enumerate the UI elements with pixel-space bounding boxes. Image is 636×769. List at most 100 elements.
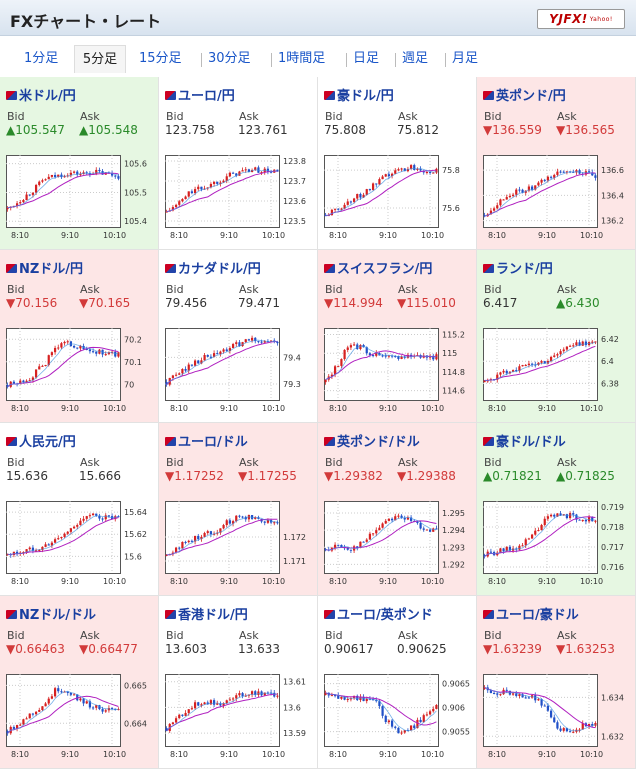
chart-grid: 米ドル/円 Bid ▲105.547 Ask ▲105.548 105.6 105.5 105… <box>0 77 636 769</box>
candle-body <box>193 702 197 709</box>
candle-body <box>540 524 543 531</box>
pair-name-link[interactable]: 人民元/円 <box>6 431 76 450</box>
pair-name-link[interactable]: カナダドル/円 <box>165 258 261 277</box>
tab-5[interactable]: 日足 <box>353 51 380 66</box>
pair-card[interactable]: 香港ドル/円 Bid 13.603 Ask 13.633 13.61 13.6 13.59 8:… <box>159 596 318 769</box>
x-tick-label: 10:10 <box>103 404 126 413</box>
pair-card[interactable]: 豪ドル/円 Bid 75.808 Ask 75.812 75.8 75.6 8:10 9:10 1… <box>318 77 477 250</box>
bid-value: ▼1.63239 <box>483 642 542 656</box>
candle-body <box>413 165 416 170</box>
candle-body <box>578 729 581 731</box>
timeframe-tabs: 1分足 5分足 15分足 30分足 1時間足 日足 週足 月足 <box>0 45 636 73</box>
yjfx-logo[interactable]: YJFX! Yahoo! <box>537 9 625 29</box>
tab-3[interactable]: 30分足 <box>208 51 251 66</box>
pair-name-link[interactable]: スイスフラン/円 <box>324 258 432 277</box>
candle-body <box>244 169 247 171</box>
pair-name-link[interactable]: 英ポンド/円 <box>483 85 566 104</box>
pair-name-link[interactable]: ユーロ/英ポンド <box>324 604 433 623</box>
candle-body <box>409 517 413 521</box>
pair-name-link[interactable]: NZドル/ドル <box>6 604 96 623</box>
candle-body <box>231 521 235 524</box>
pair-name-link[interactable]: 英ポンド/ドル <box>324 431 420 450</box>
pair-card[interactable]: ユーロ/円 Bid 123.758 Ask 123.761 123.8 123.7 123.6… <box>159 77 318 250</box>
candle-body <box>76 347 79 349</box>
candle-body <box>209 531 213 535</box>
candle-body <box>203 533 206 537</box>
pair-card[interactable]: スイスフラン/円 Bid ▼114.994 Ask ▼115.010 115.2 115 11… <box>318 250 477 423</box>
x-tick-label: 10:10 <box>103 231 126 240</box>
pair-name-link[interactable]: ランド/円 <box>483 258 553 277</box>
tab-0[interactable]: 1分足 <box>24 51 59 66</box>
pair-name-link[interactable]: 豪ドル/ドル <box>483 431 566 450</box>
tab-1[interactable]: 5分足 <box>74 45 126 73</box>
candle-body <box>387 174 391 177</box>
y-tick-label: 1.172 <box>283 533 306 542</box>
candle-body <box>228 699 232 701</box>
tab-2[interactable]: 15分足 <box>139 51 182 66</box>
candle-body <box>591 724 594 726</box>
x-tick-label: 8:10 <box>329 750 347 759</box>
pair-name-link[interactable]: ユーロ/ドル <box>165 431 248 450</box>
candle-body <box>394 726 397 728</box>
pair-card[interactable]: ユーロ/豪ドル Bid ▼1.63239 Ask ▼1.63253 1.634 1.632 8… <box>477 596 636 769</box>
x-tick-label: 9:10 <box>61 750 79 759</box>
tab-6[interactable]: 週足 <box>402 51 429 66</box>
ask-label: Ask <box>239 283 259 296</box>
pair-name-text: NZドル/ドル <box>19 608 97 623</box>
moving-average-long <box>166 341 278 385</box>
ask-label: Ask <box>557 456 577 469</box>
candle-body <box>50 542 54 546</box>
candle-body <box>44 365 47 367</box>
pair-name-link[interactable]: 豪ドル/円 <box>324 85 394 104</box>
pair-card[interactable]: ランド/円 Bid 6.417 Ask ▲6.430 6.42 6.4 6.38 8:10 9:1… <box>477 250 636 423</box>
candle-body <box>381 176 384 180</box>
pair-name-link[interactable]: ユーロ/豪ドル <box>483 604 579 623</box>
moving-average-short <box>325 345 437 380</box>
candle-body <box>181 368 184 374</box>
pair-card[interactable]: 人民元/円 Bid 15.636 Ask 15.666 15.64 15.62 15.6 8:1… <box>0 423 159 596</box>
pair-card[interactable]: 豪ドル/ドル Bid ▲0.71821 Ask ▲0.71825 0.719 0.718 0.… <box>477 423 636 596</box>
tab-4[interactable]: 1時間足 <box>278 51 326 66</box>
plot-area <box>165 674 280 747</box>
candle-body <box>346 699 349 701</box>
candle-body <box>346 201 349 205</box>
plot-area <box>165 155 280 228</box>
pair-name-text: ユーロ/英ポンド <box>337 608 433 623</box>
pair-name-link[interactable]: ユーロ/円 <box>165 85 235 104</box>
candle-body <box>79 174 82 176</box>
pair-card[interactable]: 米ドル/円 Bid ▲105.547 Ask ▲105.548 105.6 105.5 105… <box>0 77 159 250</box>
pair-card[interactable]: NZドル/円 Bid ▼70.156 Ask ▼70.165 70.2 70.1 70 8:10… <box>0 250 159 423</box>
candle-body <box>521 365 524 367</box>
candle-body <box>371 355 375 357</box>
candle-body <box>69 172 73 176</box>
pair-card[interactable]: 英ポンド/円 Bid ▼136.559 Ask ▼136.565 136.6 136.4 13… <box>477 77 636 250</box>
candle-body <box>543 705 546 707</box>
candle-body <box>38 181 41 185</box>
candle-body <box>190 191 194 194</box>
candle-body <box>95 513 98 516</box>
y-tick-label: 15.62 <box>124 530 147 539</box>
pair-card[interactable]: ユーロ/ドル Bid ▼1.17252 Ask ▼1.17255 1.172 1.171 8:… <box>159 423 318 596</box>
pair-card[interactable]: 英ポンド/ドル Bid ▼1.29382 Ask ▼1.29388 1.295 1.294 1… <box>318 423 477 596</box>
candle-body <box>222 525 225 529</box>
candle-body <box>117 516 120 518</box>
pair-name-link[interactable]: 香港ドル/円 <box>165 604 248 623</box>
candle-body <box>527 363 531 366</box>
bid-label: Bid <box>484 456 502 469</box>
candle-body <box>428 529 432 532</box>
ask-value: 79.471 <box>238 296 280 310</box>
pair-name-link[interactable]: NZドル/円 <box>6 258 83 277</box>
moving-average-short <box>7 172 119 209</box>
candle-body <box>238 515 241 517</box>
x-tick-label: 8:10 <box>329 404 347 413</box>
pair-card[interactable]: NZドル/ドル Bid ▼0.66463 Ask ▼0.66477 0.665 0.664 8… <box>0 596 159 769</box>
y-tick-label: 0.906 <box>442 704 465 713</box>
tab-7[interactable]: 月足 <box>452 51 479 66</box>
x-tick-label: 10:10 <box>262 750 285 759</box>
pair-card[interactable]: カナダドル/円 Bid 79.456 Ask 79.471 79.4 79.3 8:10 9:1… <box>159 250 318 423</box>
candle-body <box>197 702 200 706</box>
candle-body <box>57 347 60 349</box>
pair-name-link[interactable]: 米ドル/円 <box>6 85 76 104</box>
candle-body <box>584 341 588 346</box>
pair-card[interactable]: ユーロ/英ポンド Bid 0.90617 Ask 0.90625 0.9065 0.906 0… <box>318 596 477 769</box>
